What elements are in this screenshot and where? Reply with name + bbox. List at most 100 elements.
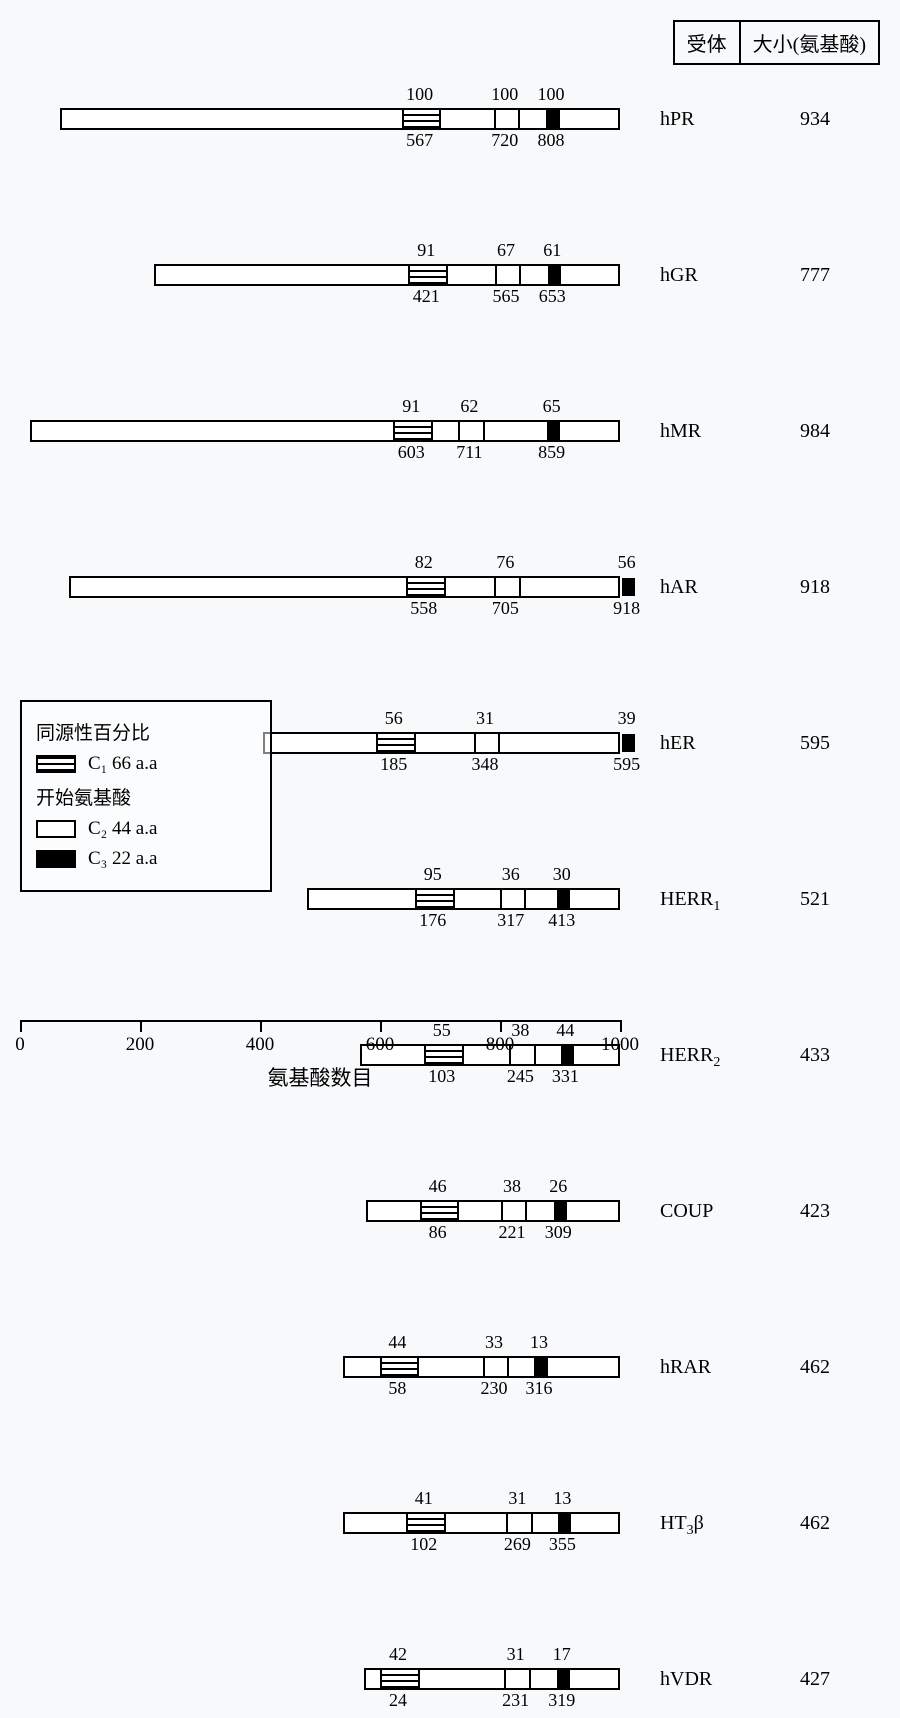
domain-c1 [380, 1358, 420, 1376]
domain-c2 [504, 1670, 530, 1688]
start-position: 102 [410, 1534, 437, 1555]
domain-c3 [557, 1670, 570, 1688]
start-position: 317 [497, 910, 524, 931]
receptor-size: 934 [800, 108, 830, 131]
receptor-name: hPR [660, 108, 694, 131]
receptor-name: hVDR [660, 1668, 712, 1691]
homology-value: 44 [388, 1332, 406, 1353]
receptor-name: HERR1 [660, 888, 720, 915]
domain-c1 [406, 1514, 446, 1532]
domain-c2 [506, 1514, 532, 1532]
legend-row-c1: C₁ 66 a.a [36, 753, 256, 775]
diagram-container: 受体 大小(氨基酸) 100100100567720808hPR93491676… [20, 20, 880, 1105]
start-position: 245 [507, 1066, 534, 1087]
domain-c2 [495, 266, 521, 284]
receptor-size: 433 [800, 1044, 830, 1067]
start-position: 565 [493, 286, 520, 307]
receptor-bar [307, 888, 620, 910]
homology-value: 95 [424, 864, 442, 885]
homology-value: 41 [415, 1488, 433, 1509]
domain-c2 [474, 734, 500, 752]
receptor-name: HERR2 [660, 1044, 720, 1071]
domain-c1 [393, 422, 433, 440]
axis-tick-label: 600 [366, 1034, 395, 1056]
start-position: 653 [539, 286, 566, 307]
header-table: 受体 大小(氨基酸) [673, 20, 880, 65]
start-position: 86 [429, 1222, 447, 1243]
start-position: 603 [398, 442, 425, 463]
homology-value: 61 [543, 240, 561, 261]
domain-c1 [376, 734, 416, 752]
start-position: 309 [545, 1222, 572, 1243]
start-position: 230 [481, 1378, 508, 1399]
axis-tick-label: 1000 [601, 1034, 639, 1056]
receptor-name: HT3β [660, 1512, 704, 1539]
domain-c3 [548, 266, 561, 284]
axis-title: 氨基酸数目 [268, 1062, 373, 1092]
receptor-row: 916761421565653hGR777 [20, 236, 620, 314]
axis-tick-label: 400 [246, 1034, 275, 1056]
receptor-bar [366, 1200, 620, 1222]
receptor-bar [60, 108, 620, 130]
axis-tick-label: 0 [15, 1034, 25, 1056]
domain-c2 [483, 1358, 509, 1376]
receptor-row: 916265603711859hMR984 [20, 392, 620, 470]
legend-title-start: 开始氨基酸 [36, 783, 256, 810]
homology-value: 17 [553, 1644, 571, 1665]
receptor-size: 595 [800, 732, 830, 755]
start-position: 24 [389, 1690, 407, 1711]
homology-value: 82 [415, 552, 433, 573]
start-position: 231 [502, 1690, 529, 1711]
homology-value: 13 [553, 1488, 571, 1509]
homology-value: 39 [618, 708, 636, 729]
start-position: 720 [491, 130, 518, 151]
homology-value: 46 [429, 1176, 447, 1197]
homology-value: 56 [618, 552, 636, 573]
homology-value: 91 [402, 396, 420, 417]
domain-c1 [420, 1202, 460, 1220]
receptor-size: 918 [800, 576, 830, 599]
legend-swatch-c1 [36, 755, 76, 773]
homology-value: 42 [389, 1644, 407, 1665]
header-receptor: 受体 [675, 22, 741, 63]
start-position: 348 [472, 754, 499, 775]
legend-title-homology: 同源性百分比 [36, 718, 256, 745]
start-position: 421 [413, 286, 440, 307]
homology-value: 13 [530, 1332, 548, 1353]
domain-c3 [622, 734, 635, 752]
axis-tick-label: 800 [486, 1034, 515, 1056]
start-position: 316 [526, 1378, 553, 1399]
homology-value: 65 [543, 396, 561, 417]
receptor-name: hRAR [660, 1356, 711, 1379]
domain-c1 [402, 110, 442, 128]
receptor-name: hAR [660, 576, 698, 599]
receptor-size: 521 [800, 888, 830, 911]
domain-c3 [557, 890, 570, 908]
receptor-bar [343, 1356, 620, 1378]
start-position: 918 [613, 598, 640, 619]
legend-swatch-c2 [36, 820, 76, 838]
receptor-name: hMR [660, 420, 701, 443]
receptor-bar [30, 420, 620, 442]
start-position: 595 [613, 754, 640, 775]
domain-c3 [534, 1358, 547, 1376]
header-size: 大小(氨基酸) [741, 22, 878, 63]
legend-row-c3: C₃ 22 a.a [36, 848, 256, 870]
axis-line [20, 1020, 620, 1022]
homology-value: 100 [406, 84, 433, 105]
domain-c2 [458, 422, 484, 440]
domain-c3 [547, 422, 560, 440]
legend-label-c3: C₃ 22 a.a [88, 848, 157, 870]
start-position: 711 [456, 442, 482, 463]
start-position: 558 [410, 598, 437, 619]
homology-value: 26 [549, 1176, 567, 1197]
axis-tick [500, 1020, 502, 1032]
start-position: 103 [428, 1066, 455, 1087]
start-position: 185 [380, 754, 407, 775]
receptor-size: 777 [800, 264, 830, 287]
receptor-bar [263, 732, 620, 754]
start-position: 859 [538, 442, 565, 463]
legend-swatch-c3 [36, 850, 76, 868]
domain-c1 [406, 578, 446, 596]
receptor-size: 462 [800, 1356, 830, 1379]
